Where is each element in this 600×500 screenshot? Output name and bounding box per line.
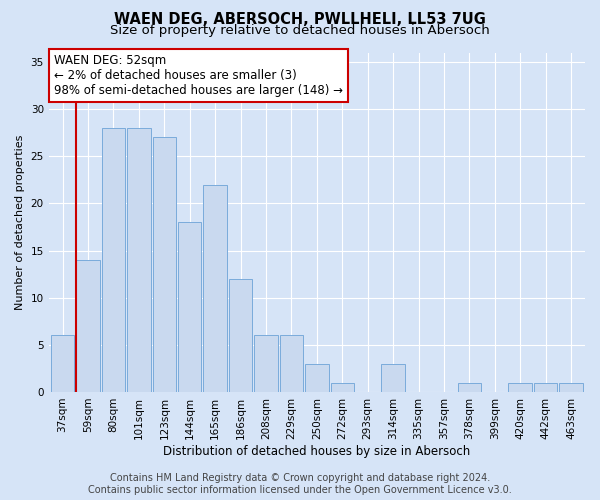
Bar	[229, 279, 252, 392]
Text: WAEN DEG: 52sqm
← 2% of detached houses are smaller (3)
98% of semi-detached hou: WAEN DEG: 52sqm ← 2% of detached houses …	[54, 54, 343, 97]
Bar	[254, 336, 278, 392]
X-axis label: Distribution of detached houses by size in Abersoch: Distribution of detached houses by size …	[163, 444, 470, 458]
Text: Size of property relative to detached houses in Abersoch: Size of property relative to detached ho…	[110, 24, 490, 37]
Bar	[102, 128, 125, 392]
Bar	[152, 138, 176, 392]
Bar	[127, 128, 151, 392]
Bar	[458, 382, 481, 392]
Text: WAEN DEG, ABERSOCH, PWLLHELI, LL53 7UG: WAEN DEG, ABERSOCH, PWLLHELI, LL53 7UG	[114, 12, 486, 28]
Bar	[559, 382, 583, 392]
Bar	[178, 222, 202, 392]
Bar	[331, 382, 354, 392]
Bar	[305, 364, 329, 392]
Bar	[534, 382, 557, 392]
Bar	[203, 184, 227, 392]
Bar	[382, 364, 405, 392]
Bar	[280, 336, 303, 392]
Bar	[51, 336, 74, 392]
Y-axis label: Number of detached properties: Number of detached properties	[15, 134, 25, 310]
Bar	[76, 260, 100, 392]
Bar	[508, 382, 532, 392]
Text: Contains HM Land Registry data © Crown copyright and database right 2024.
Contai: Contains HM Land Registry data © Crown c…	[88, 474, 512, 495]
